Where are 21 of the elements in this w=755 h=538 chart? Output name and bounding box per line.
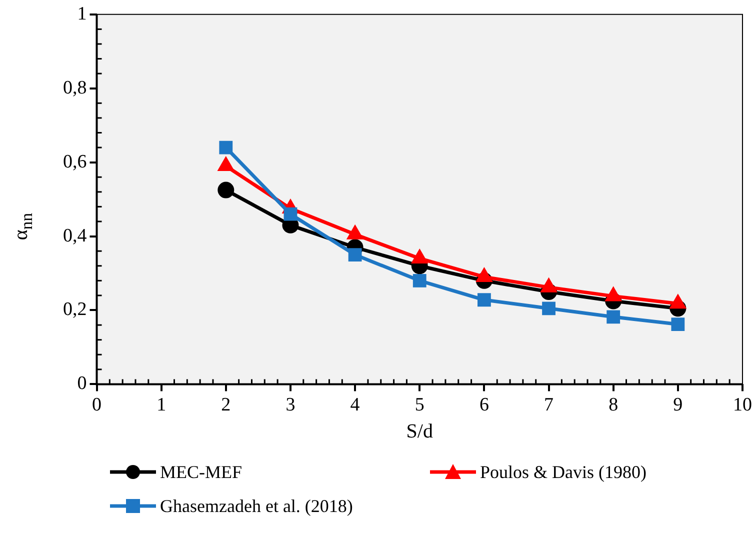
x-tick-label: 0	[92, 394, 102, 416]
y-tick-label: 0,2	[63, 299, 87, 320]
legend-label: MEC-MEF	[160, 462, 242, 482]
y-tick-label: 1	[77, 3, 87, 24]
x-tick-label: 2	[221, 394, 231, 416]
x-axis-title: S/d	[406, 420, 433, 442]
x-tick-label: 1	[156, 394, 166, 416]
x-tick-label: 6	[479, 394, 489, 416]
x-tick-label: 5	[414, 394, 424, 416]
x-tick-label: 3	[286, 394, 296, 416]
legend-label: Ghasemzadeh et al. (2018)	[160, 496, 353, 516]
y-tick-label: 0,4	[63, 225, 88, 246]
y-tick-label: 0,6	[63, 151, 87, 172]
x-tick-label: 4	[350, 394, 360, 416]
x-tick-label: 8	[608, 394, 618, 416]
x-tick-label: 10	[733, 394, 752, 416]
y-tick-label: 0	[77, 373, 87, 394]
legend-label: Poulos & Davis (1980)	[480, 462, 646, 482]
x-tick-label: 9	[673, 394, 683, 416]
y-tick-label: 0,8	[63, 77, 87, 98]
x-tick-label: 7	[544, 394, 554, 416]
